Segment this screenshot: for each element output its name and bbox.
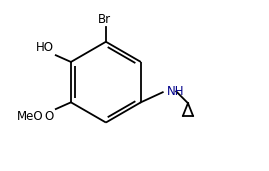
Text: Br: Br bbox=[98, 13, 111, 26]
Text: NH: NH bbox=[167, 85, 185, 98]
Text: O: O bbox=[45, 110, 54, 123]
Text: HO: HO bbox=[36, 41, 54, 54]
Text: MeO: MeO bbox=[17, 110, 43, 123]
